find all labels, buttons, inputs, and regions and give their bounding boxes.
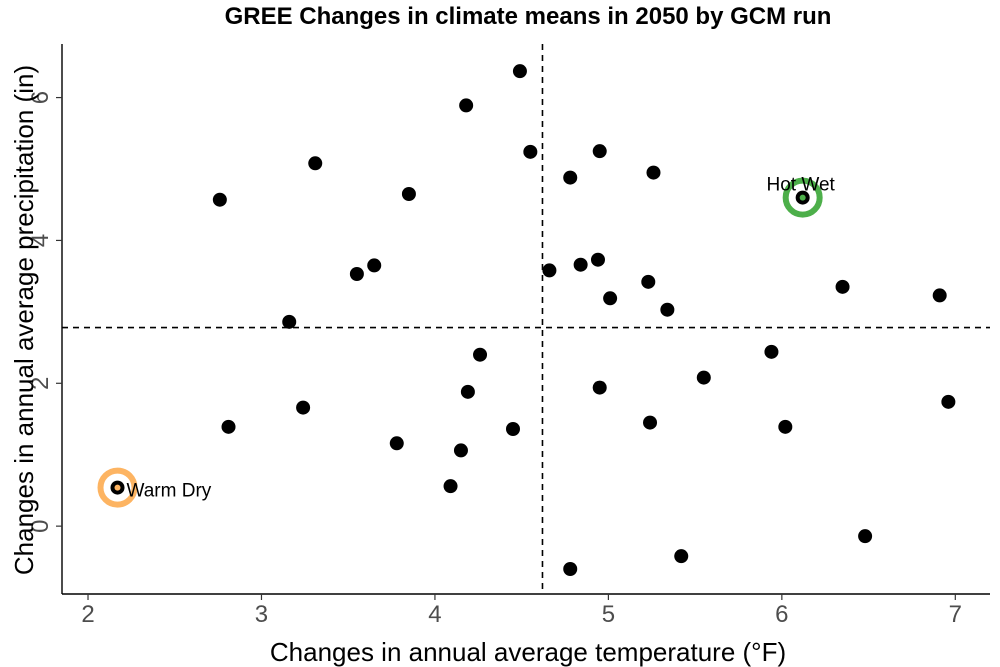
data-point — [349, 267, 364, 281]
y-axis-label: Changes in annual average precipitation … — [9, 65, 39, 575]
highlight-center — [114, 484, 121, 491]
data-point — [858, 529, 873, 544]
data-point — [590, 252, 605, 267]
x-axis-label: Changes in annual average temperature (°… — [270, 637, 786, 667]
y-tick-label: 6 — [27, 91, 54, 104]
data-point — [941, 394, 956, 409]
x-tick-label: 2 — [81, 601, 94, 628]
data-point — [573, 257, 588, 272]
data-point — [443, 479, 458, 494]
data-point — [460, 384, 475, 399]
data-point — [453, 443, 468, 458]
x-tick-label: 6 — [775, 601, 788, 628]
data-point — [512, 64, 527, 79]
data-point — [221, 419, 236, 434]
y-tick-label: 4 — [27, 234, 54, 247]
data-point — [505, 422, 520, 436]
highlight-label: Hot Wet — [767, 175, 836, 196]
data-point — [835, 279, 850, 294]
data-point — [459, 98, 474, 113]
data-point — [643, 415, 658, 430]
data-point — [932, 288, 947, 303]
data-point — [401, 187, 416, 201]
data-point — [308, 156, 323, 171]
highlight-ring — [97, 467, 138, 508]
data-point — [212, 192, 227, 207]
y-tick-label: 0 — [27, 519, 54, 532]
data-point — [674, 549, 689, 564]
x-tick-label: 3 — [255, 601, 268, 628]
highlight-label: Warm Dry — [127, 481, 212, 502]
data-point — [389, 436, 404, 451]
x-tick-label: 7 — [949, 601, 962, 628]
chart-title: GREE Changes in climate means in 2050 by… — [225, 3, 832, 30]
data-point — [367, 258, 382, 273]
data-point — [696, 370, 711, 385]
data-point — [473, 347, 488, 362]
data-point — [523, 144, 538, 159]
data-point — [563, 170, 578, 185]
data-point — [641, 274, 656, 289]
data-point — [563, 562, 578, 576]
data-point — [660, 302, 675, 317]
data-point — [542, 263, 557, 278]
data-point — [296, 400, 311, 415]
data-point — [603, 291, 618, 306]
y-tick-label: 2 — [27, 377, 54, 390]
data-point — [778, 419, 793, 434]
highlight-ring — [782, 177, 823, 218]
data-point — [592, 144, 607, 159]
data-point — [764, 344, 779, 359]
data-point — [282, 314, 297, 329]
data-point — [646, 165, 661, 180]
highlight-center — [799, 194, 806, 201]
data-point — [592, 380, 607, 395]
x-tick-label: 4 — [428, 601, 441, 628]
x-tick-label: 5 — [602, 601, 615, 628]
